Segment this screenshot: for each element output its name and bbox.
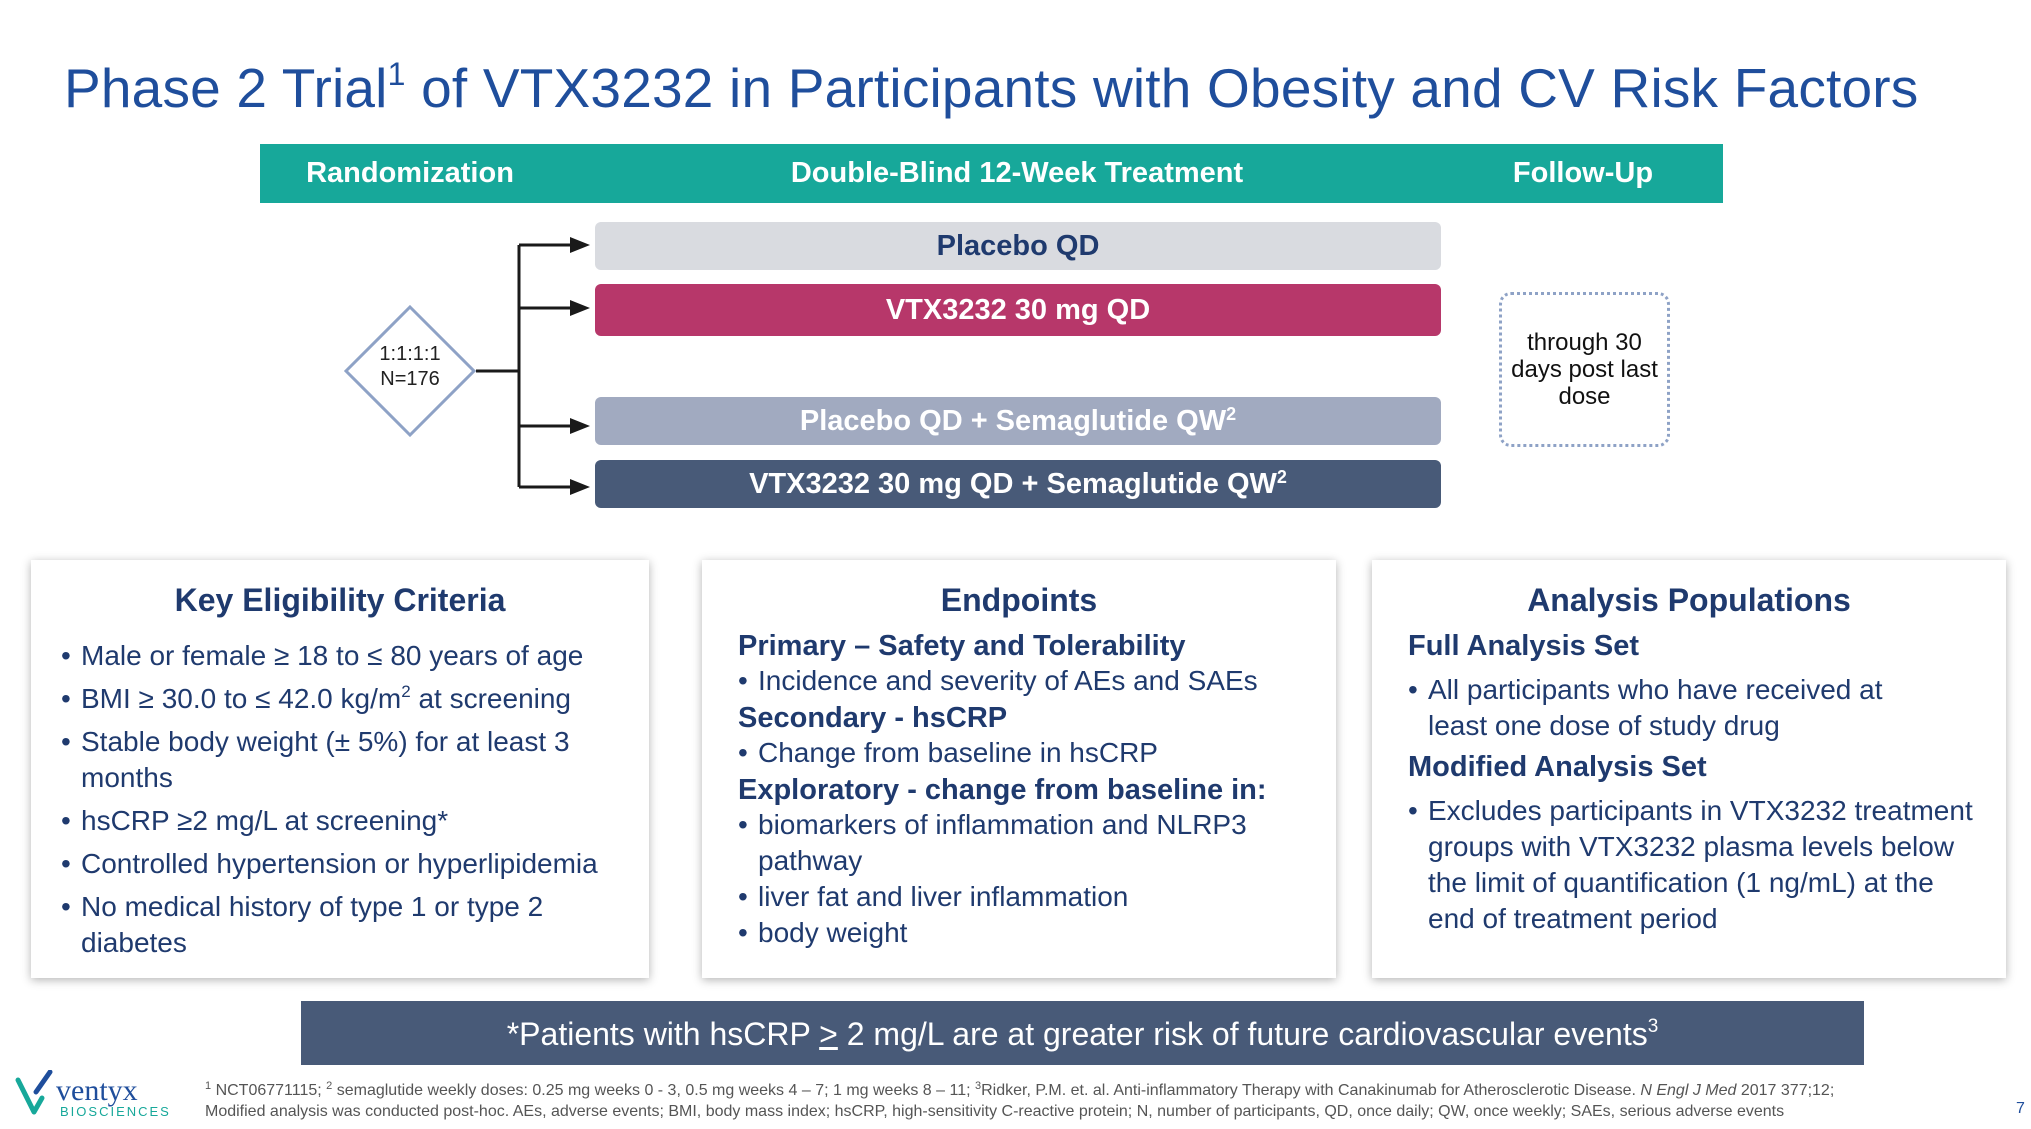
- endpoints-secondary-head: Secondary - hsCRP: [738, 702, 1008, 734]
- populations-item: • All participants who have received at l…: [1408, 674, 1883, 741]
- populations-title: Analysis Populations: [1527, 582, 1851, 618]
- arm-placebo: Placebo QD: [595, 222, 1441, 270]
- ventyx-logo: ventyx BIOSCIENCES: [15, 1070, 171, 1119]
- ventyx-logo-mark: [15, 1070, 53, 1115]
- eligibility-item: • hsCRP ≥2 mg/L at screening*: [61, 805, 449, 836]
- endpoints-item: • liver fat and liver inflammation: [738, 881, 1129, 912]
- svg-text:ventyx: ventyx: [56, 1074, 138, 1107]
- endpoints-item: • biomarkers of inflammation and NLRP3 pa…: [738, 809, 1247, 876]
- footnote-line-1: 1 NCT06771115; 2 semaglutide weekly dose…: [205, 1080, 1835, 1100]
- randomization-ratio: 1:1:1:1: [379, 343, 441, 365]
- endpoints-item: • Change from baseline in hsCRP: [738, 737, 1158, 768]
- populations-fas-head: Full Analysis Set: [1408, 630, 1639, 662]
- phase-header-bar: Randomization Double-Blind 12-Week Treat…: [260, 144, 1723, 203]
- svg-text:BIOSCIENCES: BIOSCIENCES: [60, 1104, 171, 1119]
- eligibility-item: • Stable body weight (± 5%) for at least …: [61, 726, 570, 793]
- risk-note-bar: *Patients with hsCRP > 2 mg/L are at gre…: [301, 1001, 1864, 1065]
- eligibility-item: • Controlled hypertension or hyperlipidem…: [61, 848, 598, 879]
- populations-mas-head: Modified Analysis Set: [1408, 751, 1707, 783]
- endpoints-item: • body weight: [738, 917, 908, 948]
- arm-vtx3232-semaglutide: VTX3232 30 mg QD + Semaglutide QW2: [595, 460, 1441, 508]
- randomization-diamond: [344, 305, 476, 437]
- followup-box: through 30 days post last dose: [1499, 292, 1670, 447]
- followup-note: through 30 days post last dose: [1511, 329, 1658, 410]
- populations-panel: Analysis Populations Full Analysis Set •…: [1372, 560, 2006, 978]
- arm-placebo-semaglutide: Placebo QD + Semaglutide QW2: [595, 397, 1441, 445]
- eligibility-title: Key Eligibility Criteria: [174, 582, 506, 618]
- phase-randomization: Randomization: [306, 157, 514, 189]
- page-number: 7: [2016, 1100, 2025, 1117]
- randomization-n: N=176: [380, 368, 440, 390]
- eligibility-item: • Male or female ≥ 18 to ≤ 80 years of ag…: [61, 640, 584, 671]
- arm-vtx3232: VTX3232 30 mg QD: [595, 284, 1441, 336]
- eligibility-item: • BMI ≥ 30.0 to ≤ 42.0 kg/m2 at screening: [61, 682, 572, 714]
- endpoints-exploratory-head: Exploratory - change from baseline in:: [738, 774, 1267, 806]
- endpoints-item: • Incidence and severity of AEs and SAEs: [738, 665, 1258, 696]
- eligibility-item: • No medical history of type 1 or type 2 …: [61, 891, 544, 958]
- populations-item: • Excludes participants in VTX3232 treatm…: [1408, 795, 1973, 934]
- phase-followup: Follow-Up: [1512, 157, 1654, 189]
- phase-treatment: Double-Blind 12-Week Treatment: [790, 157, 1244, 189]
- endpoints-title: Endpoints: [940, 582, 1098, 618]
- footnote: 1 NCT06771115; 2 semaglutide weekly dose…: [205, 1080, 1985, 1122]
- page-title: Phase 2 Trial1 of VTX3232 in Participant…: [64, 56, 1919, 119]
- footnote-line-2: Modified analysis was conducted post-hoc…: [205, 1103, 1785, 1120]
- endpoints-panel: Endpoints Primary – Safety and Tolerabil…: [702, 560, 1336, 978]
- endpoints-primary-head: Primary – Safety and Tolerability: [738, 630, 1186, 662]
- eligibility-panel: Key Eligibility Criteria • Male or female…: [31, 560, 649, 978]
